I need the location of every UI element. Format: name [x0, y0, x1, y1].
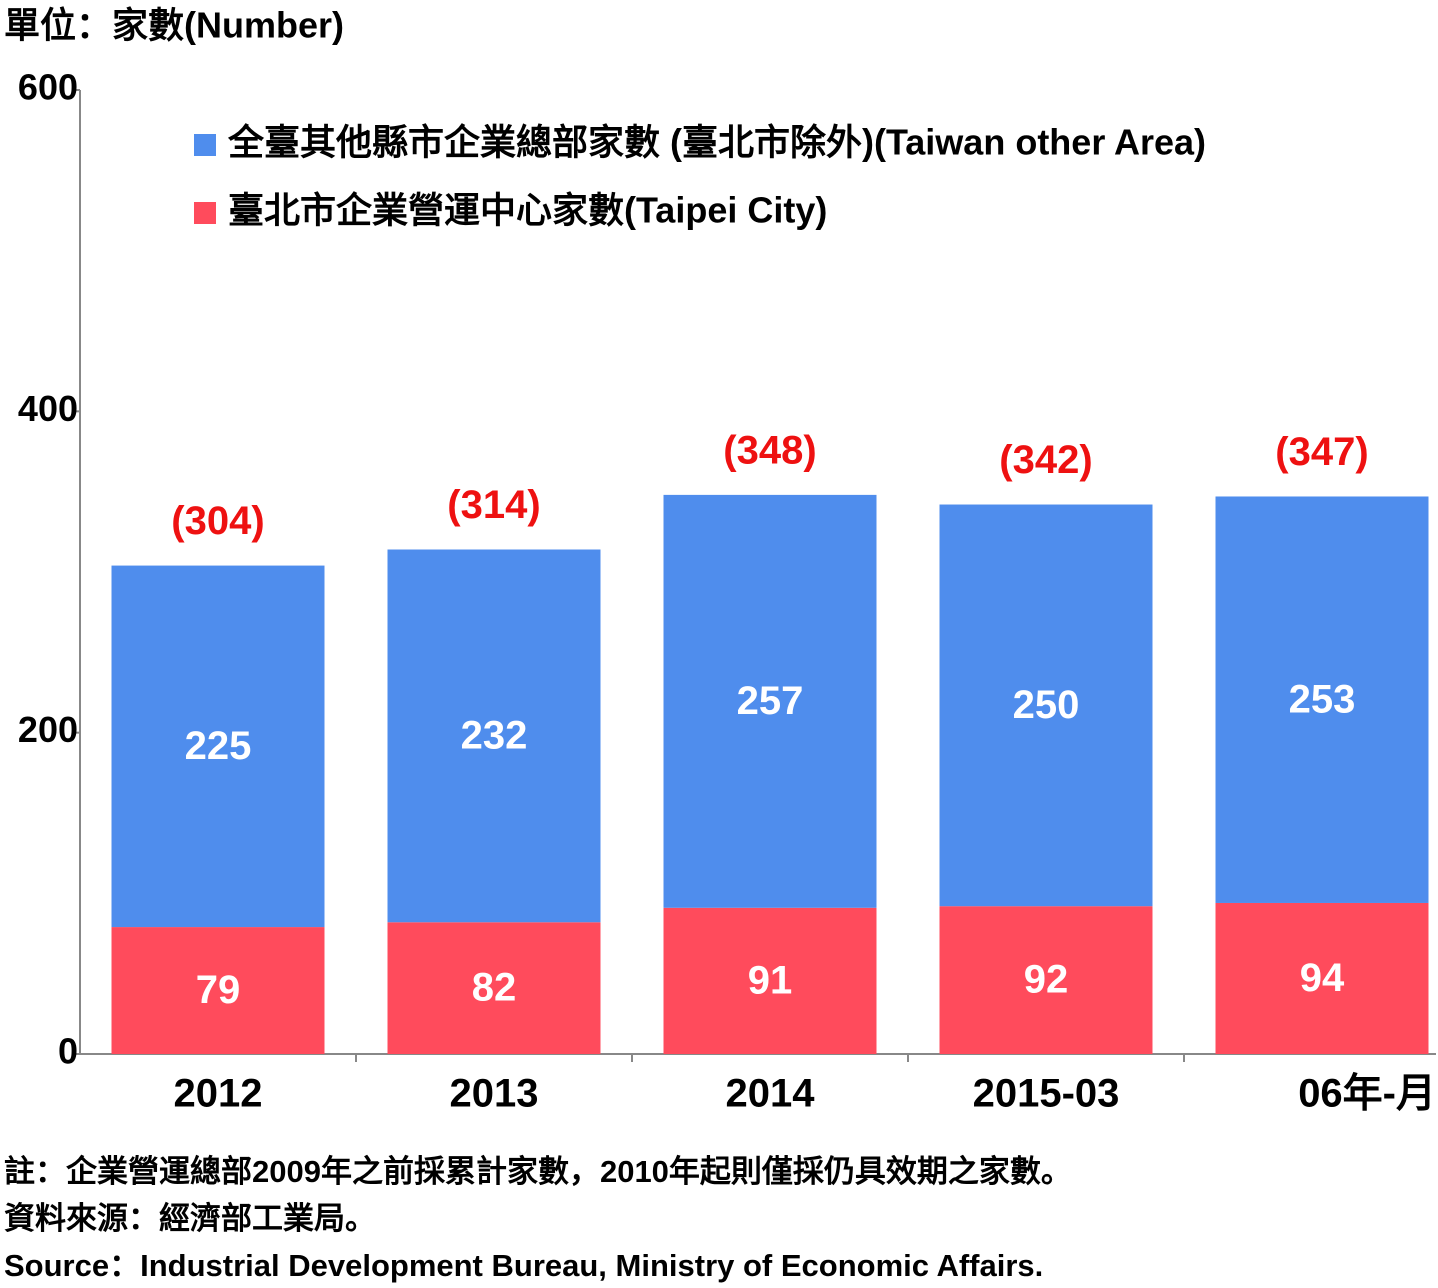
y-tick-label: 600: [18, 67, 78, 108]
x-tick-label: 2013: [450, 1072, 539, 1116]
note: 資料來源：經濟部工業局。: [4, 1201, 376, 1236]
y-tick-label: 0: [58, 1031, 78, 1072]
x-tick-label: 2012: [174, 1072, 263, 1116]
legend-swatch: [194, 202, 216, 224]
bar-segment: [111, 927, 325, 1054]
note: Source：Industrial Development Bureau, Mi…: [4, 1248, 1043, 1283]
bar-segment: [387, 922, 601, 1054]
bar-segment: [111, 565, 325, 928]
value-label: 232: [461, 713, 528, 757]
value-label: 79: [196, 968, 241, 1012]
chart-title: 單位：家數(Number): [4, 5, 344, 46]
legend-label: 臺北市企業營運中心家數(Taipei City): [228, 190, 827, 231]
note: 註：企業營運總部2009年之前採累計家數，2010年起則僅採仍具效期之家數。: [4, 1154, 1072, 1189]
value-label: 257: [737, 679, 804, 723]
total-label: (304): [171, 499, 264, 543]
bar-segment: [663, 494, 877, 908]
x-tick-label: 2014: [726, 1072, 816, 1116]
bar-segment: [663, 907, 877, 1054]
y-tick-label: 200: [18, 709, 78, 750]
value-label: 250: [1013, 683, 1080, 727]
bar-segment: [387, 549, 601, 923]
total-label: (314): [447, 483, 540, 527]
value-label: 225: [185, 724, 252, 768]
value-label: 82: [472, 966, 517, 1010]
total-label: (348): [723, 428, 816, 472]
legend-swatch: [194, 134, 216, 156]
x-tick-label: 06年-月: [1298, 1072, 1436, 1116]
value-label: 91: [748, 958, 793, 1002]
total-label: (347): [1275, 430, 1368, 474]
value-label: 92: [1024, 958, 1069, 1002]
value-label: 94: [1300, 956, 1345, 1000]
value-label: 253: [1289, 677, 1356, 721]
total-label: (342): [999, 438, 1092, 482]
x-tick-label: 2015-03: [973, 1072, 1120, 1116]
legend-label: 全臺其他縣市企業總部家數 (臺北市除外)(Taiwan other Area): [227, 122, 1206, 163]
bar-segment: [939, 504, 1153, 907]
y-tick-label: 400: [18, 388, 78, 429]
bar-segment: [1215, 902, 1429, 1054]
bar-segment: [1215, 496, 1429, 903]
bar-segment: [939, 906, 1153, 1054]
